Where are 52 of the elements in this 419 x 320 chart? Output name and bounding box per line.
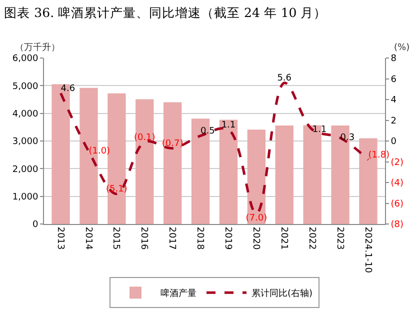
x-tick-label: 2022 [306, 226, 316, 250]
data-label: (7.0) [246, 213, 268, 224]
y-tick-label: 2,000 [12, 164, 38, 175]
bar [163, 102, 182, 224]
x-tick-label: 2017 [166, 226, 177, 250]
x-tick-label: 2024.1-10 [362, 226, 372, 274]
chart-title: 图表 36. 啤酒累计产量、同比增速（截至 24 年 10 月） [4, 4, 327, 20]
legend-label: 啤酒产量 [160, 288, 196, 300]
y-tick-label: 5,000 [12, 82, 38, 92]
bar [136, 99, 154, 224]
y2-tick-label: (6) [390, 199, 404, 210]
x-tick-label: 2023 [334, 226, 344, 250]
y2-tick-label: 0 [390, 137, 397, 148]
data-label: (0.7) [162, 139, 184, 150]
x-tick-label: 2018 [194, 226, 205, 250]
x-tick-label: 2016 [138, 226, 149, 250]
y2-tick-label: (4) [390, 178, 404, 189]
data-label: (1.8) [368, 150, 390, 160]
y-tick-label: 1,000 [12, 192, 38, 202]
y2-tick-label: 4 [390, 96, 397, 106]
bar [247, 130, 266, 224]
data-label: 4.6 [60, 84, 76, 94]
y-tick-label: 6,000 [12, 54, 38, 64]
y-tick-label: 0 [32, 220, 38, 230]
y2-tick-label: 8 [390, 54, 397, 64]
data-label: 0.5 [200, 126, 215, 137]
y2-tick-label: (8) [390, 220, 404, 230]
y2-tick-label: (2) [390, 158, 404, 168]
data-label: 5.6 [277, 74, 292, 84]
y2-tick-label: 2 [390, 116, 397, 126]
x-tick-label: 2020 [250, 226, 261, 250]
y-tick-label: 3,000 [12, 137, 38, 148]
data-label: 1.1 [312, 124, 327, 135]
x-tick-label: 2014 [82, 226, 93, 250]
x-tick-label: 2013 [54, 226, 65, 250]
y2-tick-label: 6 [390, 74, 397, 85]
legend-label: 累计同比(右轴) [252, 288, 313, 300]
data-label: 1.1 [221, 120, 236, 130]
y2-axis-title: (%) [394, 43, 410, 53]
bar [275, 126, 294, 224]
x-tick-label: 2019 [222, 226, 233, 250]
bar [219, 120, 238, 224]
y-axis-title: （万千升） [15, 42, 60, 53]
data-label: (5.1) [106, 184, 128, 195]
line-series [60, 82, 370, 215]
data-label: (0.1) [134, 132, 156, 143]
data-label: 0.3 [340, 133, 355, 144]
y-tick-label: 4,000 [12, 109, 38, 120]
x-tick-label: 2021 [278, 226, 288, 250]
data-label: (1.0) [88, 146, 110, 157]
bar [108, 93, 126, 224]
x-tick-label: 2015 [110, 226, 121, 250]
